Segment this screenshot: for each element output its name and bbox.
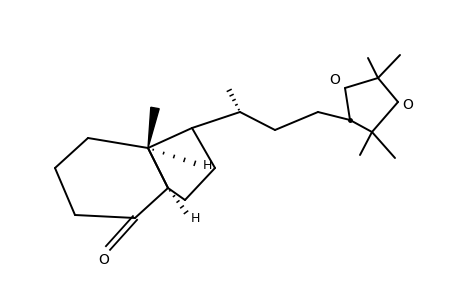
- Text: H: H: [202, 158, 212, 172]
- Polygon shape: [148, 107, 159, 148]
- Text: O: O: [98, 253, 109, 267]
- Text: H: H: [190, 212, 200, 224]
- Text: O: O: [329, 73, 340, 87]
- Text: O: O: [402, 98, 413, 112]
